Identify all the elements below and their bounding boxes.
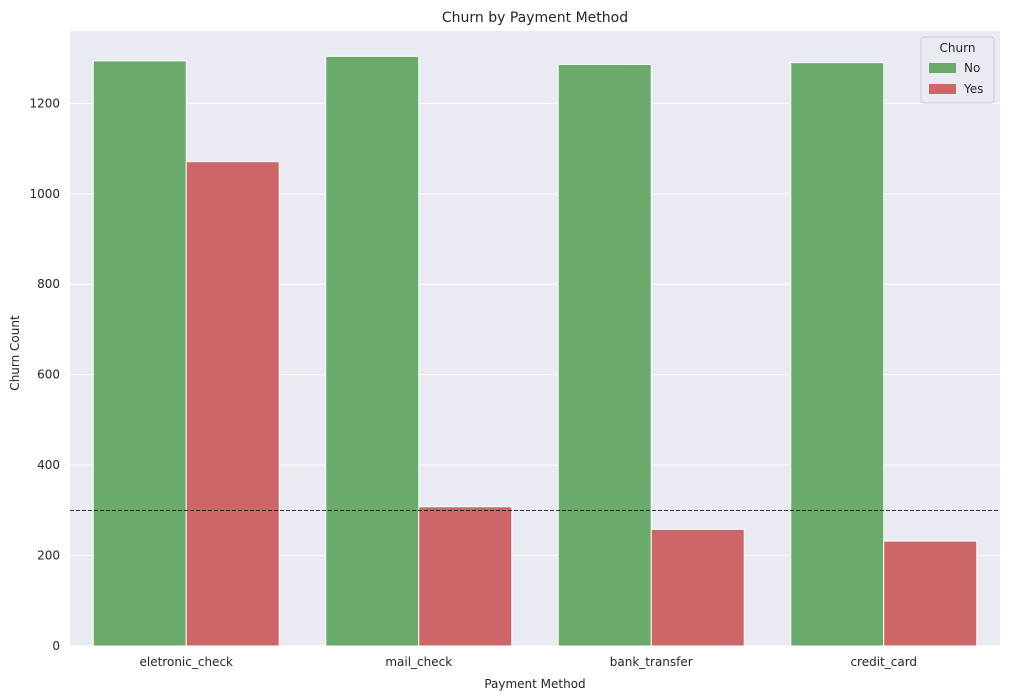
x-tick-label: mail_check (385, 655, 452, 669)
bar-yes-bank_transfer (650, 528, 745, 647)
y-tick-label: 1000 (29, 187, 60, 201)
bar-yes-mail_check (418, 506, 513, 647)
y-axis-ticks: 0 200 400 600 800 1000 1200 (29, 96, 60, 653)
legend-title: Churn (940, 41, 976, 55)
bars (92, 55, 978, 647)
legend-swatch-yes (929, 84, 956, 94)
bar-no-bank_transfer (557, 63, 652, 647)
x-tick-label: eletronic_check (140, 655, 234, 669)
x-tick-label: bank_transfer (610, 655, 693, 669)
x-tick-label: credit_card (850, 655, 917, 669)
legend-swatch-no (929, 63, 956, 73)
y-axis-label: Churn Count (8, 315, 22, 391)
x-axis-label: Payment Method (484, 677, 585, 691)
y-tick-label: 400 (37, 458, 60, 472)
bar-no-eletronic_check (92, 60, 187, 647)
x-axis-ticks: eletronic_check mail_check bank_transfer cr… (140, 655, 918, 669)
y-tick-label: 800 (37, 277, 60, 291)
legend: Churn No Yes (920, 36, 995, 104)
legend-label-no: No (964, 61, 980, 75)
bar-no-credit_card (790, 62, 885, 647)
y-tick-label: 200 (37, 549, 60, 563)
legend-label-yes: Yes (963, 82, 983, 96)
y-tick-label: 1200 (29, 96, 60, 110)
chart-title: Churn by Payment Method (442, 10, 628, 26)
y-tick-label: 0 (52, 639, 60, 653)
bar-yes-eletronic_check (185, 161, 280, 647)
bar-no-mail_check (325, 55, 420, 647)
bar-yes-credit_card (883, 540, 978, 647)
y-tick-label: 600 (37, 368, 60, 382)
